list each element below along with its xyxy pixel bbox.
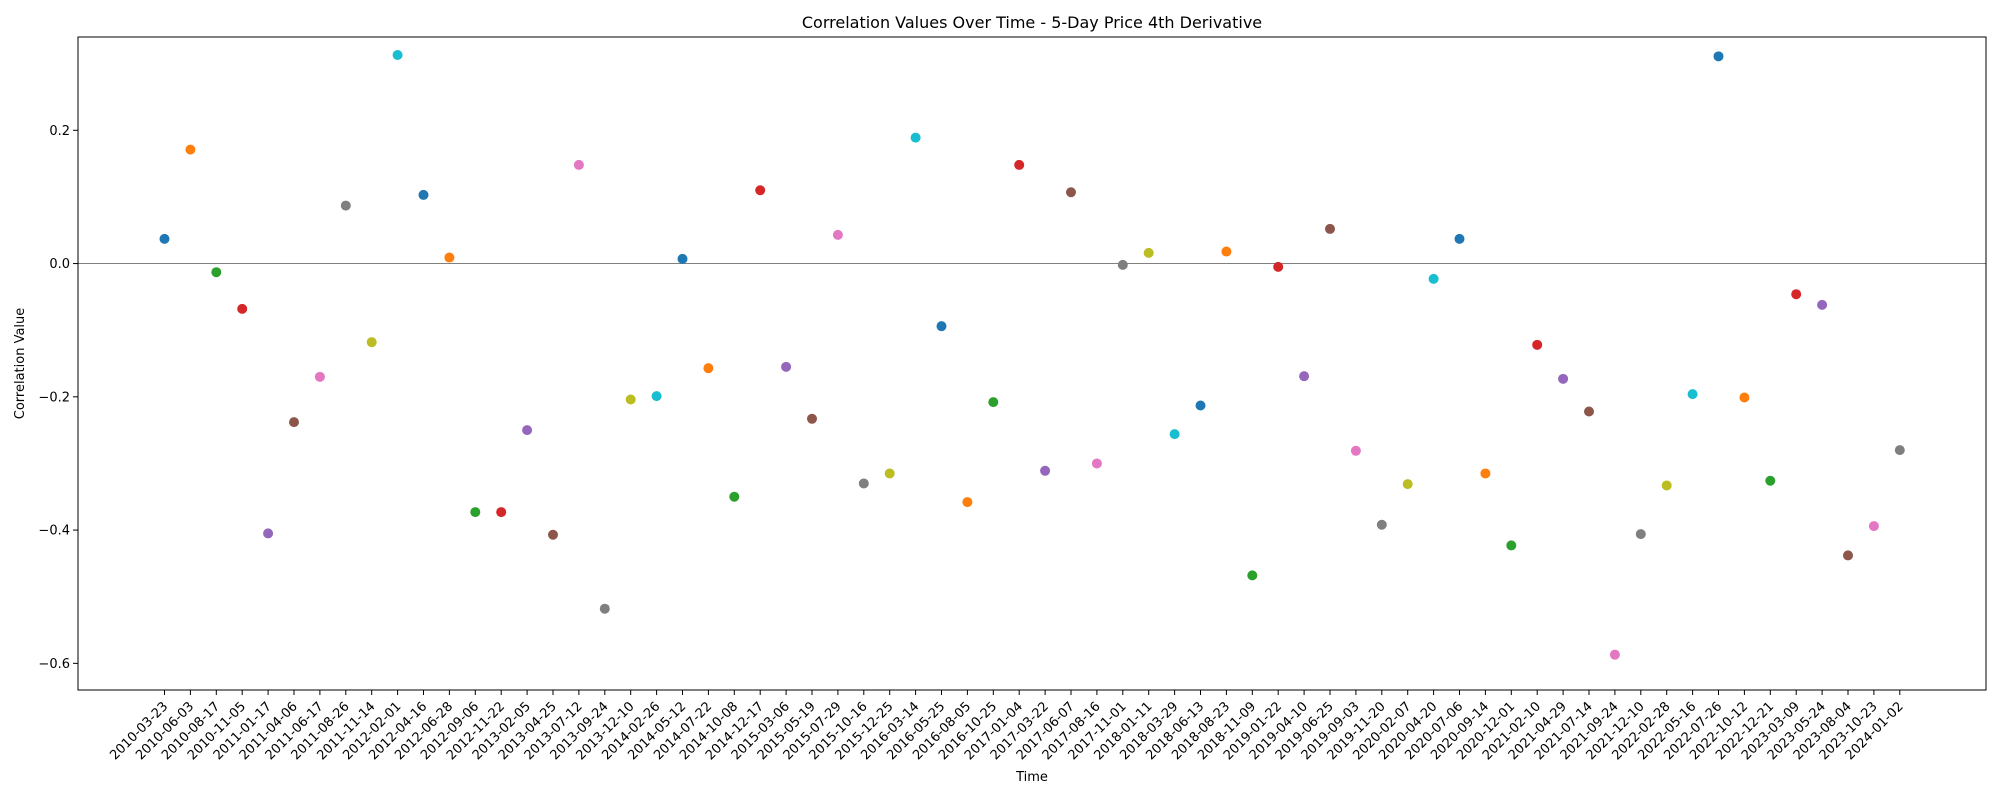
data-point — [1169, 429, 1180, 440]
y-axis-label: Correlation Value — [13, 308, 28, 420]
data-point — [1765, 475, 1776, 486]
data-point — [1868, 521, 1879, 532]
data-point — [548, 529, 558, 540]
data-point — [781, 361, 792, 372]
data-point — [1376, 519, 1387, 530]
x-axis: 2010-03-232010-06-032010-08-172010-11-05… — [107, 690, 1907, 763]
data-point — [1247, 570, 1258, 581]
y-tick-label: −0.6 — [38, 657, 70, 672]
data-point — [1454, 233, 1465, 244]
data-point — [755, 185, 766, 196]
data-point — [185, 144, 196, 155]
data-point — [936, 321, 947, 332]
data-point — [1428, 273, 1439, 284]
data-point — [1273, 261, 1284, 272]
data-point — [1791, 289, 1802, 300]
data-point — [314, 371, 325, 382]
data-point — [1325, 223, 1335, 234]
data-point — [1713, 51, 1724, 62]
data-point — [651, 391, 662, 402]
data-point — [910, 132, 921, 143]
data-point — [340, 200, 351, 211]
data-point — [1066, 187, 1076, 198]
data-point — [366, 337, 377, 348]
data-point — [159, 233, 170, 244]
data-point — [858, 478, 869, 489]
data-point — [962, 497, 973, 508]
data-point — [496, 507, 507, 518]
data-point — [1635, 529, 1646, 540]
y-tick-label: 0.2 — [49, 124, 70, 139]
data-point — [599, 603, 610, 614]
data-point — [832, 229, 843, 240]
data-point — [1532, 339, 1543, 350]
data-point — [237, 303, 248, 314]
data-point — [988, 397, 999, 408]
data-point — [729, 491, 740, 502]
data-point — [1299, 371, 1310, 382]
y-axis: −0.6 −0.4 −0.2 0.0 0.2 — [38, 124, 78, 672]
data-point — [1117, 259, 1128, 270]
y-tick-label: −0.4 — [38, 524, 70, 539]
data-point — [1014, 159, 1025, 170]
data-point — [1661, 480, 1672, 491]
data-point — [1195, 400, 1206, 411]
data-point — [1558, 373, 1569, 384]
data-points — [159, 49, 1905, 660]
data-point — [1091, 458, 1102, 469]
data-point — [703, 363, 714, 374]
data-point — [522, 425, 533, 436]
data-point — [1506, 540, 1517, 551]
data-point — [1843, 550, 1853, 561]
data-point — [1221, 246, 1232, 257]
data-point — [1350, 445, 1361, 456]
data-point — [444, 252, 455, 263]
data-point — [1402, 479, 1413, 490]
data-point — [807, 413, 817, 424]
y-tick-label: −0.2 — [38, 390, 70, 405]
data-point — [263, 528, 274, 539]
data-point — [1687, 389, 1698, 400]
data-point — [392, 49, 403, 60]
data-point — [1894, 445, 1905, 456]
data-point — [677, 253, 688, 264]
data-point — [211, 267, 222, 278]
data-point — [625, 394, 636, 405]
data-point — [1480, 468, 1491, 479]
data-point — [1609, 649, 1620, 660]
data-point — [418, 189, 429, 200]
data-point — [470, 507, 481, 518]
y-tick-label: 0.0 — [49, 257, 70, 272]
data-point — [289, 417, 299, 428]
plot-area-frame — [77, 36, 1987, 691]
data-point — [1739, 392, 1750, 403]
data-point — [1584, 406, 1594, 417]
data-point — [1817, 299, 1828, 310]
data-point — [573, 159, 584, 170]
data-point — [1143, 247, 1154, 258]
data-point — [884, 468, 895, 479]
chart-title: Correlation Values Over Time - 5-Day Pri… — [802, 13, 1262, 32]
x-axis-label: Time — [1015, 770, 1048, 785]
data-point — [1040, 465, 1051, 476]
